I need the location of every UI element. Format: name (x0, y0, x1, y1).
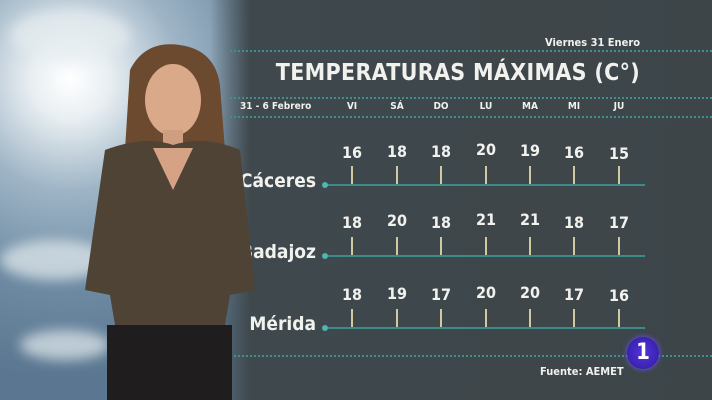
channel-logo: 1 (627, 337, 659, 369)
day-header: LU (479, 101, 493, 112)
temperature-tick (573, 166, 575, 184)
temperature-tick (618, 309, 620, 327)
temperature-tick (485, 166, 487, 184)
weather-panel (210, 0, 712, 400)
temperature-value: 16 (341, 143, 363, 163)
day-header: MA (522, 101, 538, 112)
temperature-value: 20 (475, 140, 497, 159)
cloud (10, 10, 130, 60)
axis-dot (322, 182, 328, 188)
city-label: Badajoz (240, 241, 316, 263)
day-header: JU (613, 101, 625, 112)
temperature-tick (351, 237, 353, 255)
city-axis (325, 184, 645, 186)
divider (230, 50, 712, 52)
temperature-tick (396, 166, 398, 184)
temperature-tick (396, 237, 398, 255)
temperature-value: 15 (608, 144, 630, 163)
temperature-value: 20 (519, 283, 541, 302)
axis-dot (322, 253, 328, 259)
day-header: MI (567, 101, 581, 112)
temperature-value: 18 (430, 212, 452, 232)
city-label: Cáceres (239, 170, 316, 192)
date-label: Viernes 31 Enero (545, 36, 640, 49)
temperature-value: 18 (341, 284, 363, 304)
temperature-tick (440, 166, 442, 184)
city-axis (325, 255, 645, 257)
temperature-value: 16 (608, 286, 630, 306)
page-title: TEMPERATURAS MÁXIMAS (C°) (275, 60, 640, 86)
date-range: 31 - 6 Febrero (240, 101, 312, 112)
temperature-tick (351, 309, 353, 327)
temperature-value: 19 (386, 283, 408, 303)
temperature-value: 17 (563, 285, 585, 305)
temperature-tick (618, 166, 620, 184)
temperature-tick (573, 309, 575, 327)
temperature-tick (529, 309, 531, 327)
temperature-value: 17 (430, 285, 452, 305)
temperature-value: 20 (475, 283, 497, 302)
divider (230, 355, 712, 357)
temperature-tick (396, 309, 398, 327)
temperature-tick (529, 166, 531, 184)
temperature-tick (529, 237, 531, 255)
temperature-tick (440, 237, 442, 255)
temperature-value: 18 (341, 212, 363, 232)
divider (230, 97, 712, 99)
city-label: Mérida (249, 313, 316, 335)
city-axis (325, 327, 645, 329)
divider (230, 116, 712, 118)
day-header: DO (433, 101, 449, 112)
temperature-value: 16 (563, 143, 585, 163)
temperature-tick (485, 309, 487, 327)
temperature-value: 20 (386, 211, 408, 230)
source-label: Fuente: AEMET (540, 365, 624, 378)
temperature-value: 17 (608, 213, 630, 233)
day-header: VI (346, 101, 358, 112)
day-header: SÁ (390, 101, 404, 112)
presenter-figure (85, 44, 255, 400)
temperature-value: 18 (563, 212, 585, 232)
temperature-tick (440, 309, 442, 327)
temperature-tick (351, 166, 353, 184)
cloud (20, 330, 110, 360)
temperature-value: 18 (386, 141, 408, 161)
temperature-tick (485, 237, 487, 255)
temperature-value: 18 (430, 141, 452, 161)
temperature-value: 19 (519, 140, 541, 160)
temperature-value: 21 (519, 210, 541, 230)
temperature-value: 21 (475, 210, 497, 230)
temperature-tick (573, 237, 575, 255)
temperature-tick (618, 237, 620, 255)
axis-dot (322, 325, 328, 331)
